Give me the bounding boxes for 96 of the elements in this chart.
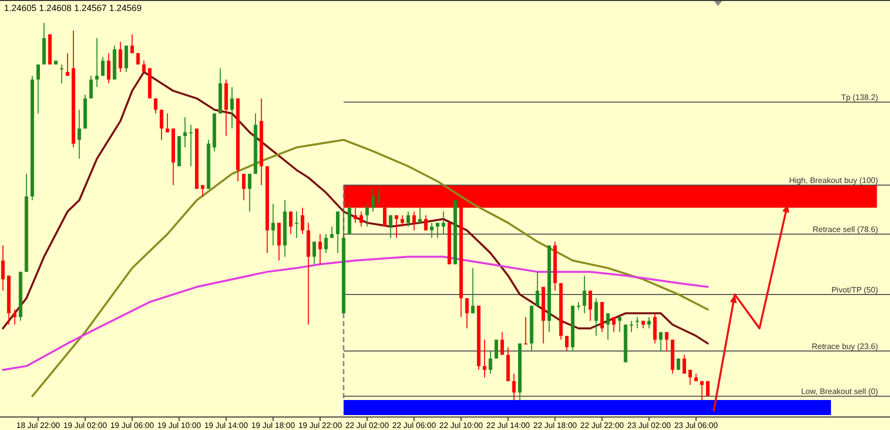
candlestick	[412, 211, 416, 231]
candlestick	[471, 268, 475, 314]
ref-line-label: Retrace sell (78.6)	[812, 225, 878, 234]
candlestick	[336, 211, 340, 254]
candlestick	[388, 214, 392, 238]
candlestick	[60, 64, 64, 84]
ref-line-label: Tp (138.2)	[841, 93, 878, 102]
candlestick	[565, 335, 569, 352]
candlestick	[442, 211, 446, 235]
candlestick	[524, 316, 528, 344]
ref-line-label: Low, Breakout sell (0)	[801, 387, 878, 396]
candlestick	[612, 316, 616, 333]
candlestick	[154, 98, 158, 114]
chart-title: 1.24605 1.24608 1.24567 1.24569	[4, 3, 142, 13]
candlestick	[324, 234, 328, 254]
candlestick	[130, 34, 134, 54]
candlestick	[288, 211, 293, 235]
candlestick	[230, 86, 234, 130]
x-tick-label: 19 Jul 18:00	[251, 421, 296, 430]
x-tick-label: 19 Jul 06:00	[110, 421, 155, 430]
candlestick	[189, 124, 193, 167]
candlestick	[12, 309, 16, 326]
x-tick-label: 22 Jul 22:00	[580, 421, 624, 430]
candlestick	[494, 339, 498, 360]
candlestick	[101, 56, 105, 76]
candlestick	[36, 64, 40, 114]
x-tick-label: 19 Jul 14:00	[204, 421, 248, 430]
candlestick	[118, 41, 122, 73]
x-tick-label: 23 Jul 02:00	[627, 421, 672, 430]
candlestick	[512, 373, 516, 400]
candlestick	[659, 332, 663, 352]
candlestick	[482, 339, 486, 378]
candlestick	[371, 188, 375, 212]
candlestick	[606, 312, 610, 340]
candlestick	[664, 332, 668, 352]
candlestick	[312, 241, 316, 265]
candlestick	[95, 38, 99, 88]
candlestick	[700, 380, 704, 400]
x-tick-label: 19 Jul 22:00	[298, 421, 342, 430]
candlestick	[430, 222, 434, 238]
candlestick	[160, 109, 164, 140]
candlestick	[66, 52, 70, 76]
candlestick	[653, 312, 657, 344]
candlestick	[124, 45, 128, 73]
ref-line-label: Retrace buy (23.6)	[812, 342, 878, 351]
x-tick-label: 19 Jul 10:00	[157, 421, 202, 430]
candlestick	[594, 298, 598, 336]
candlestick	[418, 207, 422, 224]
ref-line-label: High, Breakout buy (100)	[789, 176, 878, 186]
candlestick	[248, 173, 252, 212]
x-tick-label: 22 Jul 06:00	[392, 421, 436, 430]
candlestick	[377, 188, 381, 204]
candlestick	[136, 52, 140, 65]
candlestick	[318, 234, 322, 265]
candlestick	[183, 116, 187, 148]
candlestick	[682, 354, 686, 374]
candlestick	[636, 316, 640, 329]
candlestick	[359, 211, 363, 228]
candlestick	[688, 369, 692, 386]
candlestick	[365, 203, 369, 228]
candlestick	[78, 109, 82, 160]
candlestick	[706, 380, 710, 397]
candlestick	[618, 316, 622, 333]
candlestick	[400, 214, 404, 228]
candlestick	[200, 184, 204, 197]
candlestick	[424, 214, 428, 231]
x-tick-label: 22 Jul 02:00	[345, 421, 390, 430]
candlestick	[166, 112, 170, 133]
candlestick	[676, 358, 680, 370]
candlestick	[647, 316, 651, 329]
candlestick	[582, 275, 586, 314]
candlestick	[406, 211, 410, 228]
candlestick	[277, 222, 281, 262]
candlestick	[89, 75, 93, 99]
x-tick-label: 22 Jul 14:00	[486, 421, 530, 430]
x-tick-label: 22 Jul 18:00	[533, 421, 578, 430]
candlestick	[330, 226, 334, 238]
candlestick	[242, 173, 246, 201]
candlestick	[630, 320, 634, 333]
candlestick	[1, 244, 5, 292]
x-tick-label: 19 Jul 02:00	[63, 421, 108, 430]
candlestick	[394, 214, 398, 238]
candlestick	[465, 298, 469, 329]
candlestick	[500, 332, 504, 356]
candlestick	[300, 207, 304, 235]
x-tick-label: 23 Jul 06:00	[674, 421, 718, 430]
candlestick	[436, 222, 440, 238]
candlestick	[536, 271, 540, 306]
candlestick	[588, 290, 592, 322]
candlestick	[106, 52, 110, 84]
candlestick	[488, 350, 492, 374]
ref-line-label: Pivot/TP (50)	[831, 285, 878, 294]
candlestick	[294, 211, 298, 238]
x-tick-label: 22 Jul 10:00	[439, 421, 484, 430]
candlestick	[271, 203, 275, 246]
x-tick-label: 18 Jul 22:00	[16, 421, 61, 430]
